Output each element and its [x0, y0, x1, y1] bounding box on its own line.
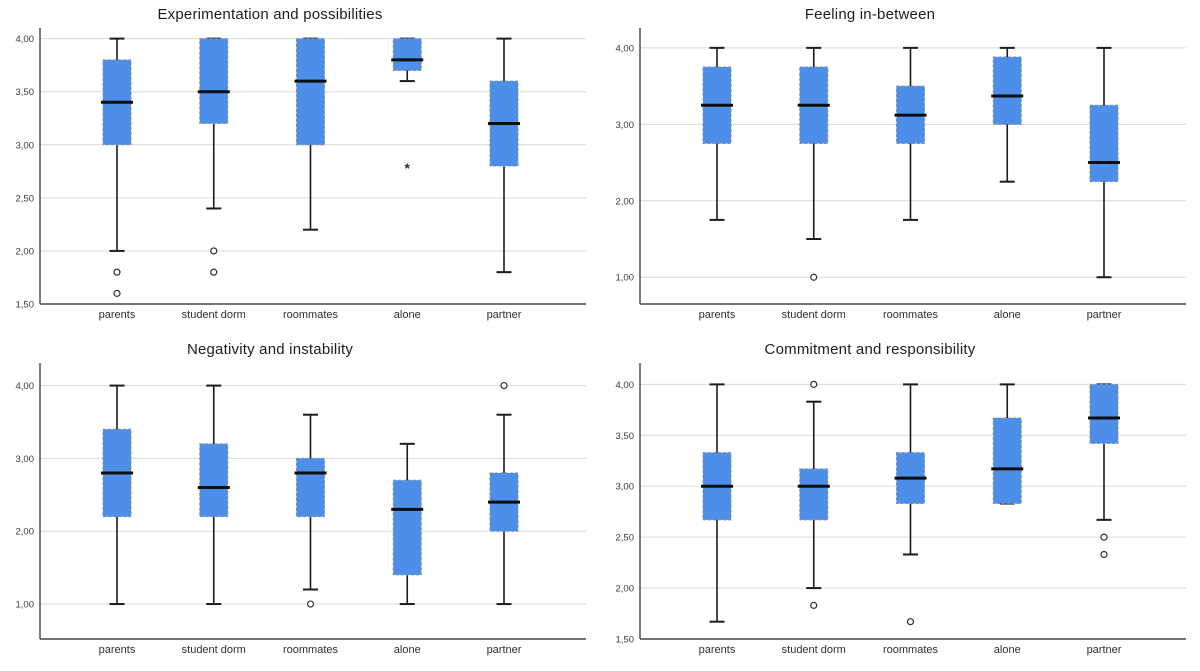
boxplot-canvas: 4,00 3,00 2,00 1,00 parents student dorm roomm… — [16, 363, 586, 656]
iqr-box — [296, 38, 325, 146]
x-category-label: parents — [699, 644, 736, 656]
chart-panel-commitment: 4,00 3,50 3,00 2,50 2,00 1,50 parents student d… — [600, 335, 1200, 670]
x-category-label: alone — [394, 644, 421, 656]
outlier-marker — [1100, 533, 1108, 541]
extreme-marker: * — [405, 160, 411, 176]
iqr-box — [392, 38, 422, 71]
x-category-label: alone — [994, 644, 1021, 656]
outlier-marker — [210, 268, 218, 276]
y-tick-label: 1,50 — [16, 300, 35, 311]
y-tick-label: 4,00 — [616, 43, 635, 54]
boxplot-canvas: 4,00 3,00 2,00 1,00 parents student dorm roomm… — [616, 28, 1186, 321]
y-tick-label: 2,50 — [16, 193, 35, 204]
x-category-label: parents — [99, 309, 136, 321]
y-tick-label: 3,00 — [616, 120, 635, 131]
y-tick-label: 3,50 — [616, 431, 635, 442]
chart-title: Negativity and instability — [186, 341, 354, 358]
y-tick-label: 1,50 — [616, 635, 635, 646]
outlier-marker — [906, 618, 915, 626]
y-tick-label: 2,00 — [616, 584, 635, 595]
x-category-label: parents — [99, 644, 136, 656]
chart-panel-feeling-in-between: 4,00 3,00 2,00 1,00 parents student dorm roomm… — [600, 0, 1200, 335]
x-category-label: partner — [1087, 644, 1122, 656]
x-category-label: alone — [394, 309, 421, 321]
iqr-box — [392, 479, 422, 576]
y-tick-label: 2,00 — [16, 246, 35, 257]
iqr-box — [1089, 383, 1119, 444]
outlier-marker — [810, 273, 818, 281]
boxplot-canvas: 4,00 3,50 3,00 2,50 2,00 1,50 parents student d… — [16, 28, 586, 321]
y-tick-label: 3,00 — [16, 454, 35, 465]
y-tick-label: 3,00 — [616, 482, 635, 493]
y-tick-label: 2,50 — [616, 533, 635, 544]
x-category-label: partner — [487, 644, 522, 656]
y-tick-label: 1,00 — [616, 273, 635, 284]
iqr-box — [296, 457, 325, 518]
outlier-marker — [1100, 550, 1108, 559]
x-category-label: roommates — [883, 644, 939, 656]
outlier-marker — [113, 289, 121, 297]
outlier-marker — [810, 601, 818, 609]
chart-title: Feeling in-between — [804, 6, 936, 23]
chart-panel-experimentation: 4,00 3,50 3,00 2,50 2,00 1,50 parents student d… — [0, 0, 600, 335]
y-tick-label: 4,00 — [16, 381, 35, 392]
iqr-box — [992, 417, 1022, 505]
iqr-box — [799, 468, 829, 521]
y-tick-label: 3,00 — [16, 140, 35, 151]
iqr-box — [992, 56, 1022, 125]
outlier-marker — [810, 380, 818, 388]
x-category-label: roommates — [883, 309, 939, 321]
iqr-box — [1089, 104, 1119, 183]
chart-title: Commitment and responsibility — [764, 341, 976, 358]
y-tick-label: 4,00 — [616, 380, 635, 391]
outlier-marker — [113, 268, 121, 276]
outlier-marker — [500, 381, 508, 390]
iqr-box — [199, 443, 229, 518]
boxplot-canvas: 4,00 3,50 3,00 2,50 2,00 1,50 parents student d… — [616, 363, 1186, 656]
chart-panel-negativity: 4,00 3,00 2,00 1,00 parents student dorm roomm… — [0, 335, 600, 670]
outlier-marker — [306, 600, 315, 608]
y-tick-label: 1,00 — [16, 600, 35, 611]
chart-title: Experimentation and possibilities — [157, 6, 383, 23]
x-category-label: student dorm — [782, 644, 846, 656]
y-tick-label: 2,00 — [16, 527, 35, 538]
outlier-marker — [210, 247, 218, 255]
x-category-label: student dorm — [782, 309, 846, 321]
y-tick-label: 2,00 — [616, 196, 635, 207]
x-category-label: partner — [487, 309, 522, 321]
y-tick-label: 3,50 — [16, 87, 35, 98]
iqr-box — [199, 38, 229, 125]
y-tick-label: 4,00 — [16, 34, 35, 45]
x-category-label: roommates — [283, 309, 339, 321]
x-category-label: alone — [994, 309, 1021, 321]
x-category-label: parents — [699, 309, 736, 321]
x-category-label: student dorm — [182, 309, 246, 321]
x-category-label: partner — [1087, 309, 1122, 321]
x-category-label: roommates — [283, 644, 339, 656]
x-category-label: student dorm — [182, 644, 246, 656]
